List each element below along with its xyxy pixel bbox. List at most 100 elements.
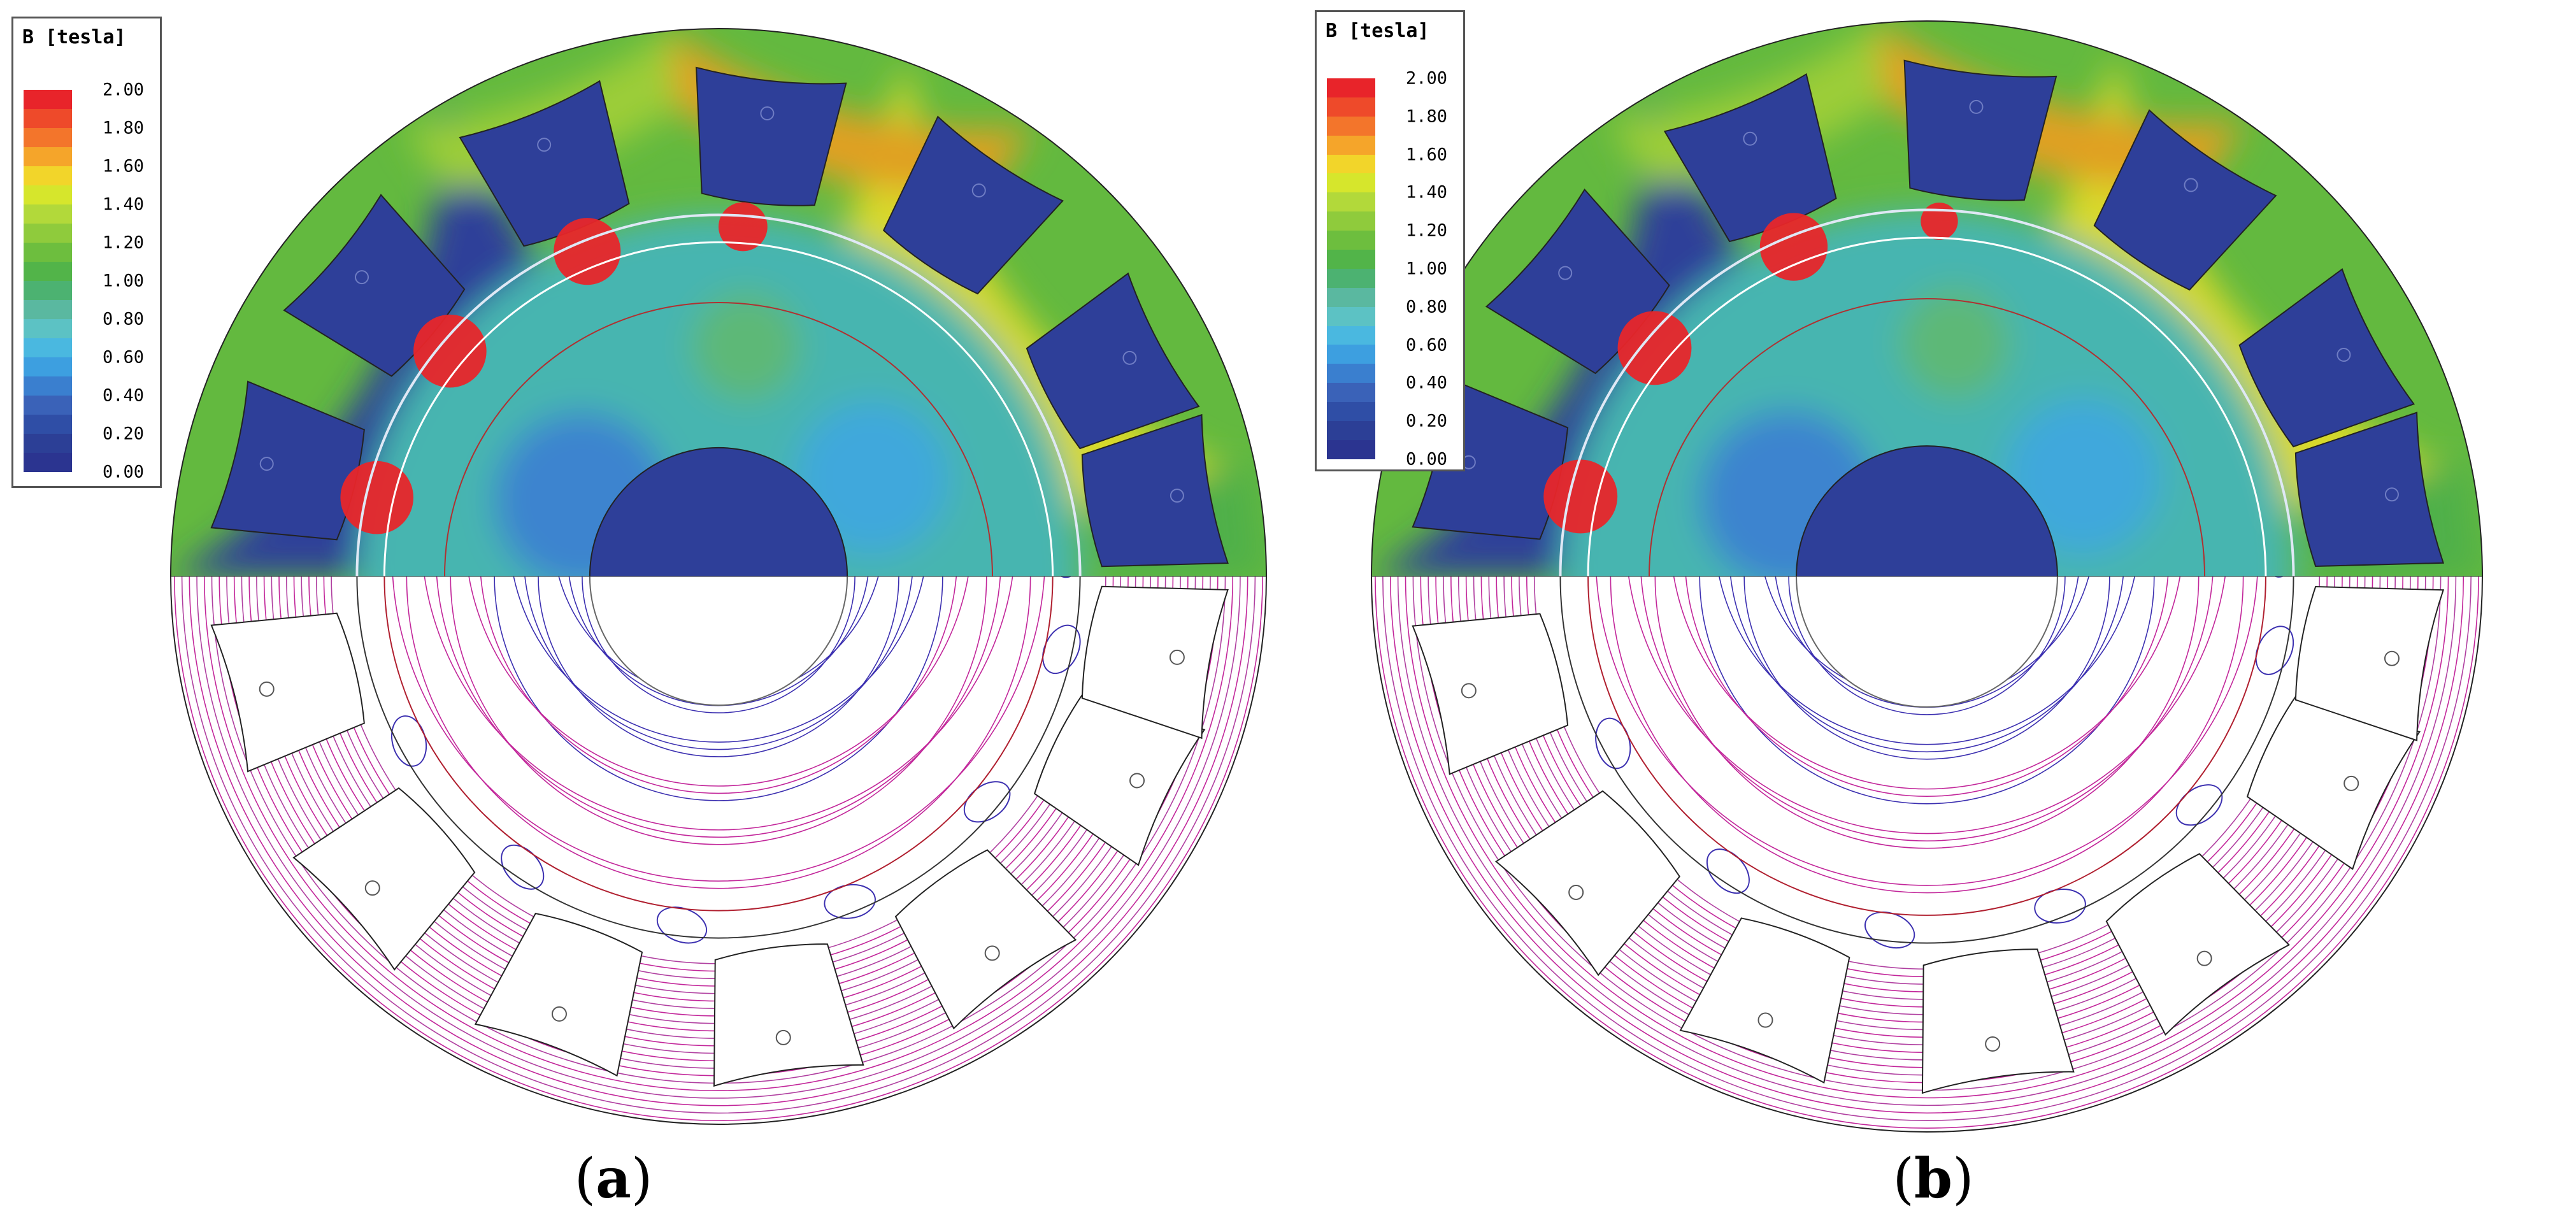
legend-tick-label: 0.80 xyxy=(103,309,145,329)
stator-slot xyxy=(2246,692,2421,870)
stator-magnet xyxy=(1485,188,1670,375)
flux-line xyxy=(468,576,969,787)
magnet-hole xyxy=(2184,178,2198,192)
stator-slot xyxy=(1921,948,2075,1094)
flux-line xyxy=(494,576,943,801)
shaft xyxy=(1796,445,2058,576)
flux-line xyxy=(1654,576,2200,849)
slot-hole xyxy=(551,1006,567,1022)
legend-swatch xyxy=(24,376,72,396)
legend-swatch xyxy=(24,281,72,300)
legend-swatch xyxy=(24,300,72,319)
slot-hole xyxy=(364,880,380,896)
saturation-spot xyxy=(1921,203,1958,240)
flux-line xyxy=(424,576,1013,831)
slot-hole xyxy=(1461,683,1477,699)
flux-line xyxy=(480,576,957,794)
magnet-hole xyxy=(1122,350,1137,365)
saturation-spot xyxy=(340,461,414,534)
flux-line xyxy=(189,576,1249,1106)
flux-line xyxy=(1685,576,2169,797)
flux-line xyxy=(1743,576,2110,760)
legend-tick-label: 0.20 xyxy=(1406,411,1448,431)
flux-loop xyxy=(1050,576,1086,578)
flux-line xyxy=(174,576,1263,1121)
stator-magnet xyxy=(2093,109,2277,291)
legend-swatch xyxy=(1327,97,1375,117)
flux-line xyxy=(538,576,899,757)
slot-hole xyxy=(1169,649,1185,665)
air-gap-ring xyxy=(1559,208,2295,576)
air-gap-ring xyxy=(356,576,1081,939)
legend-swatch xyxy=(24,338,72,357)
legend-tick-label: 0.00 xyxy=(1406,449,1448,469)
legend-tick-label: 2.00 xyxy=(1406,68,1448,89)
legend-color-bar xyxy=(1327,78,1375,459)
legend-swatch xyxy=(24,453,72,472)
saturation-spot xyxy=(1617,311,1692,385)
legend-swatch xyxy=(1327,192,1375,212)
stator-magnet xyxy=(283,194,466,377)
air-gap-ring xyxy=(355,213,1082,576)
legend-swatch xyxy=(1327,345,1375,364)
slot-hole xyxy=(259,681,275,697)
stator-slot xyxy=(1495,790,1680,976)
legend-title: B [tesla] xyxy=(1326,20,1429,42)
panel-a: B [tesla] 2.00 1.80 1.60 1.40 1.20 1.00 0.80 0.… xyxy=(11,17,1267,1211)
flux-line xyxy=(392,576,1045,882)
saturation-spot xyxy=(1759,213,1828,281)
legend-swatch xyxy=(24,128,72,147)
legend-b: B [tesla] 2.00 1.80 1.60 1.40 1.20 1.00 0.80 0.… xyxy=(1315,10,1465,471)
stator-magnet xyxy=(1081,413,1229,568)
legend-tick-label: 1.80 xyxy=(103,118,145,138)
magnet-hole xyxy=(1743,131,1757,146)
stator-magnet xyxy=(2294,411,2445,568)
legend-swatch xyxy=(24,262,72,281)
magnet-hole xyxy=(2384,487,2399,502)
flux-line xyxy=(513,576,924,743)
legend-swatch xyxy=(1327,116,1375,136)
flux-line xyxy=(1390,576,2464,1113)
stator-slot xyxy=(2105,853,2291,1036)
legend-swatch xyxy=(1327,250,1375,269)
slot-hole xyxy=(2384,650,2400,666)
legend-swatch xyxy=(24,109,72,128)
legend-swatch xyxy=(24,415,72,434)
legend-title: B [tesla] xyxy=(22,26,126,48)
flux-line xyxy=(1405,576,2449,1099)
stator-magnet xyxy=(1663,73,1837,243)
legend-swatch xyxy=(1327,287,1375,307)
rotor-outline xyxy=(383,241,1054,576)
slot-hole xyxy=(984,945,1000,961)
legend-tick-label: 0.80 xyxy=(1406,297,1448,317)
flux-density-map xyxy=(1371,21,2482,576)
flux-line xyxy=(436,576,1001,838)
flux-line-plot xyxy=(171,576,1266,1124)
stator-slot xyxy=(210,612,365,773)
legend-swatch xyxy=(1327,211,1375,231)
legend-swatch xyxy=(24,204,72,224)
legend-swatch xyxy=(24,434,72,453)
rotor-outline xyxy=(383,576,1054,912)
stator-magnet xyxy=(459,80,630,247)
legend-swatch xyxy=(24,90,72,109)
legend-swatch xyxy=(1327,364,1375,383)
legend-swatch xyxy=(1327,402,1375,422)
flux-line-plot xyxy=(1371,576,2482,1132)
legend-tick-label: 1.60 xyxy=(103,156,145,176)
legend-swatch xyxy=(24,243,72,262)
legend-tick-label: 0.00 xyxy=(103,462,145,482)
flux-line xyxy=(524,576,913,750)
saturation-spot xyxy=(413,314,487,388)
stator-slot xyxy=(292,787,476,971)
motor-cross-section-a xyxy=(170,28,1267,1125)
flux-line xyxy=(1596,576,2258,886)
legend-swatch xyxy=(1327,383,1375,403)
flux-line xyxy=(1640,576,2214,841)
flux-line xyxy=(406,576,1031,889)
legend-swatch xyxy=(1327,421,1375,440)
air-gap-ring xyxy=(1559,576,2294,944)
stator-magnet xyxy=(1903,59,2057,201)
panel-b: B [tesla] 2.00 1.80 1.60 1.40 1.20 1.00 0.80 0.… xyxy=(1288,0,2576,1223)
legend-swatch xyxy=(24,396,72,415)
